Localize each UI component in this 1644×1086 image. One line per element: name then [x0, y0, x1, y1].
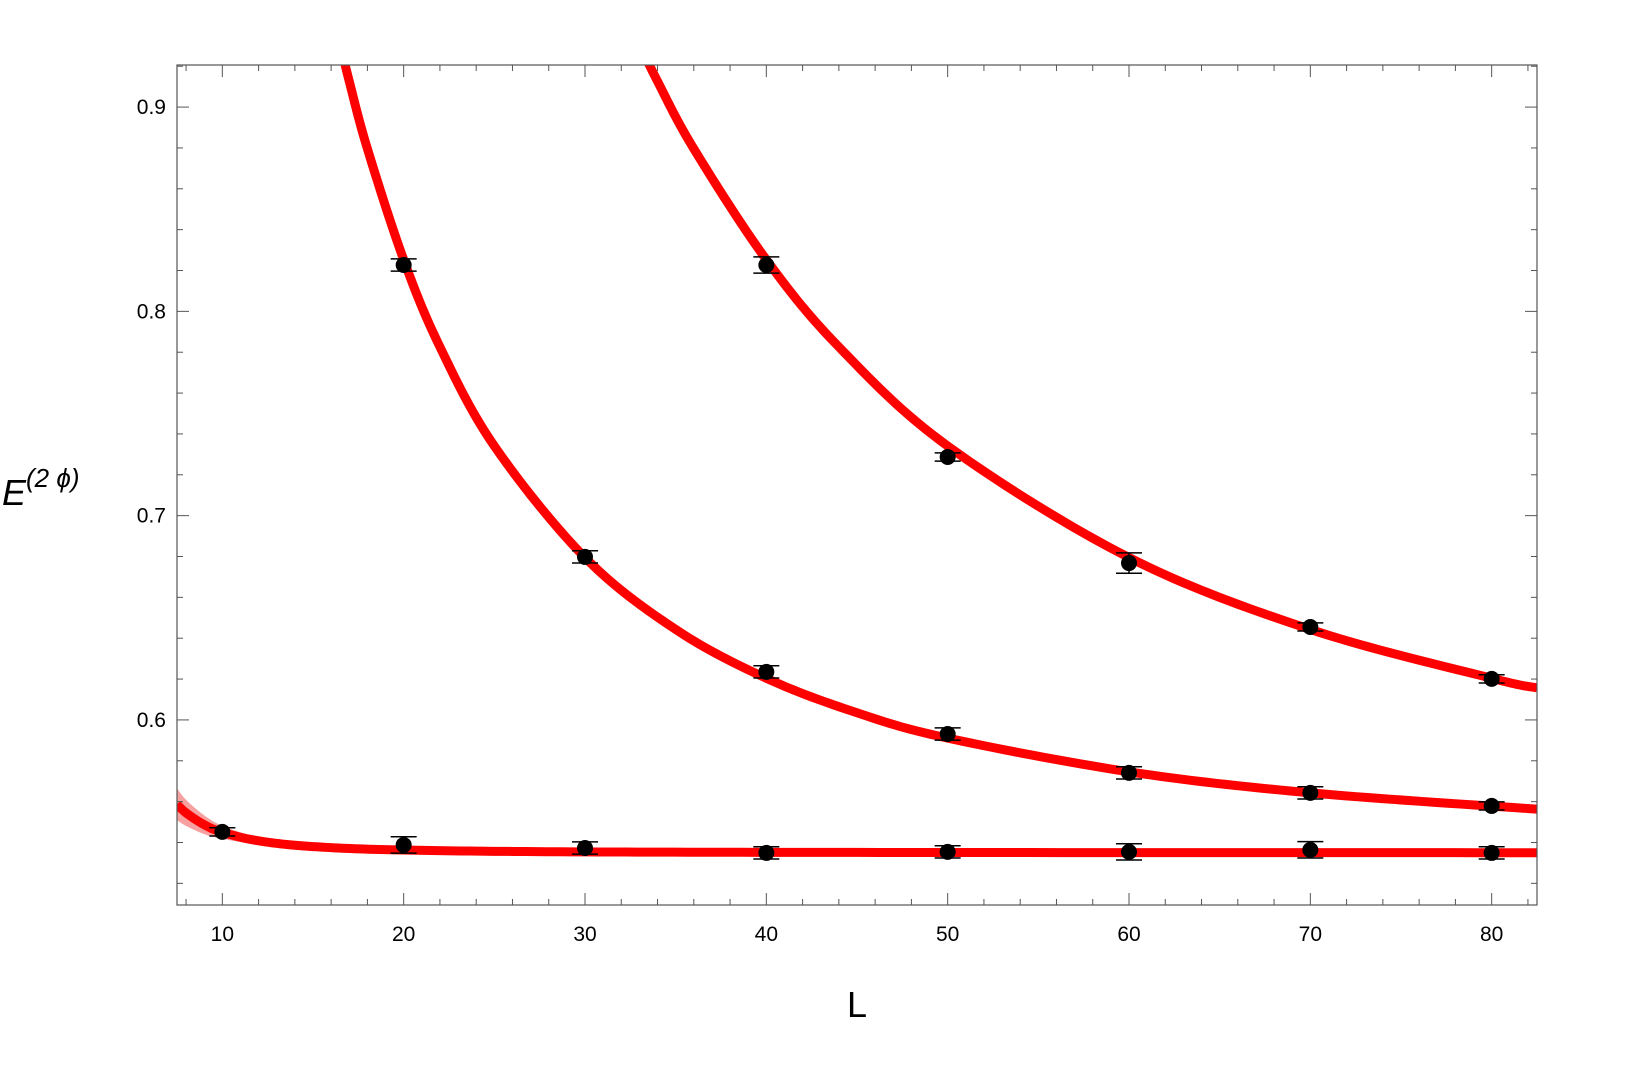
- y-axis-label-base: E: [2, 472, 27, 513]
- x-tick-label: 80: [1480, 923, 1503, 946]
- data-point: [934, 449, 961, 466]
- data-point: [1297, 840, 1324, 859]
- point-marker: [577, 548, 593, 565]
- x-tick-label: 40: [755, 923, 778, 946]
- data-point: [390, 836, 417, 854]
- point-marker: [939, 726, 956, 743]
- data-point: [1478, 844, 1505, 861]
- data-points: [209, 256, 1505, 861]
- point-marker: [395, 836, 412, 853]
- point-marker: [214, 823, 231, 840]
- data-point: [753, 844, 780, 861]
- x-tick-label: 30: [573, 923, 596, 946]
- data-point: [572, 548, 598, 565]
- point-marker: [1483, 670, 1500, 687]
- y-tick-labels: 0.6 0.7 0.8 0.9: [137, 96, 166, 732]
- data-point: [1297, 784, 1324, 801]
- data-point: [390, 256, 417, 273]
- data-point: [209, 823, 236, 840]
- y-axis-label: E(2 ϕ): [2, 463, 79, 513]
- point-marker: [1302, 618, 1319, 635]
- x-tick-label: 20: [392, 923, 415, 946]
- x-tick-label: 10: [211, 923, 234, 946]
- data-point: [1478, 797, 1505, 814]
- fit-curve-2: [340, 65, 1537, 814]
- point-marker: [1483, 797, 1500, 814]
- data-point: [753, 256, 780, 274]
- point-marker: [758, 256, 775, 273]
- data-point: [1116, 764, 1142, 781]
- point-marker: [1302, 841, 1319, 858]
- y-tick-label: 0.7: [137, 505, 166, 528]
- x-tick-label: 70: [1299, 923, 1322, 946]
- point-marker: [758, 844, 775, 861]
- fit-curve-3: [644, 65, 1537, 693]
- point-marker: [939, 449, 956, 466]
- x-tick-label: 60: [1117, 923, 1140, 946]
- data-point: [1116, 842, 1142, 861]
- y-axis-label-superscript: (2 ϕ): [26, 463, 79, 493]
- data-point: [934, 726, 961, 743]
- plot-frame: [176, 64, 1538, 906]
- point-marker: [1121, 555, 1137, 572]
- point-marker: [939, 843, 956, 860]
- point-marker: [758, 663, 775, 680]
- data-point: [934, 843, 961, 860]
- data-point: [1116, 552, 1142, 574]
- point-marker: [395, 256, 412, 273]
- data-point: [1478, 670, 1505, 687]
- x-tick-label: 50: [936, 923, 959, 946]
- axis-ticks: [177, 65, 1537, 905]
- fit-curves: [177, 65, 1537, 858]
- point-marker: [577, 840, 593, 857]
- fit-curve-1: [177, 801, 1537, 858]
- point-marker: [1302, 784, 1319, 801]
- data-point: [753, 663, 780, 680]
- data-point: [1297, 618, 1324, 635]
- point-marker: [1483, 844, 1500, 861]
- x-tick-labels: 10 20 30 40 50 60 70 80: [211, 923, 1504, 946]
- x-axis-label: L: [847, 984, 867, 1025]
- y-tick-label: 0.8: [137, 300, 166, 323]
- point-marker: [1121, 843, 1137, 860]
- y-tick-label: 0.6: [137, 709, 166, 732]
- data-point: [572, 840, 598, 857]
- point-marker: [1121, 764, 1137, 781]
- y-tick-label: 0.9: [137, 96, 166, 119]
